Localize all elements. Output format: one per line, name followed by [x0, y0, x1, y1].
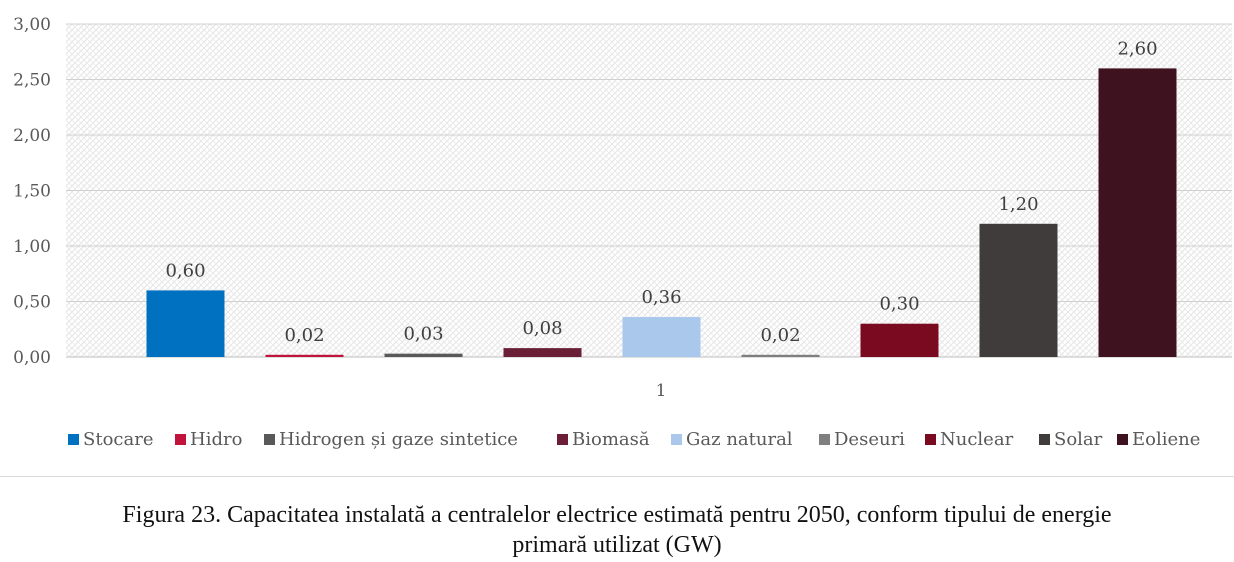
legend-label: Deseuri: [834, 429, 905, 450]
y-tick-label: 3,00: [13, 15, 51, 35]
data-label: 0,60: [165, 260, 205, 281]
legend-label: Hidro: [190, 429, 242, 450]
legend-swatch: [175, 434, 186, 445]
legend-label: Solar: [1054, 429, 1103, 450]
bar-hidro: [265, 354, 344, 357]
bar-nuclear: [860, 323, 939, 357]
bar-stocare: [146, 290, 225, 357]
legend-swatch: [264, 434, 275, 445]
legend-swatch: [671, 434, 682, 445]
bar-biomas-: [503, 348, 582, 357]
y-tick-label: 2,00: [13, 126, 51, 146]
y-tick-label: 1,00: [13, 237, 51, 257]
data-label: 0,36: [641, 287, 681, 308]
legend-swatch: [68, 434, 79, 445]
bar-hidrogen-i-gaze-sintetice: [384, 353, 463, 357]
legend-swatch: [1117, 434, 1128, 445]
caption-line-1: Figura 23. Capacitatea instalată a centr…: [122, 502, 1112, 528]
data-label: 2,60: [1117, 38, 1157, 59]
y-tick-label: 1,50: [13, 182, 51, 202]
legend-swatch: [819, 434, 830, 445]
bar-solar: [979, 223, 1058, 357]
divider: [0, 476, 1234, 477]
figure-caption: Figura 23. Capacitatea instalată a centr…: [0, 500, 1234, 560]
y-tick-label: 0,00: [13, 348, 51, 368]
data-label: 0,08: [522, 318, 562, 339]
y-tick-label: 2,50: [13, 71, 51, 91]
caption-line-2: primară utilizat (GW): [512, 532, 722, 558]
data-label: 0,02: [284, 325, 324, 346]
legend-label: Eoliene: [1132, 429, 1200, 450]
bar-eoliene: [1098, 68, 1177, 358]
bar-gaz-natural: [622, 317, 701, 357]
legend-swatch: [557, 434, 568, 445]
y-tick-label: 0,50: [13, 293, 51, 313]
legend-label: Stocare: [83, 429, 153, 450]
data-label: 1,20: [998, 194, 1038, 215]
bar-chart: 0,00 0,50 1,00 1,50 2,00 2,50 3,00 0,60 0,02 0,0…: [13, 15, 1232, 450]
legend-label: Biomasă: [572, 429, 650, 450]
x-tick-label: 1: [656, 381, 667, 401]
legend-swatch: [1039, 434, 1050, 445]
legend-swatch: [925, 434, 936, 445]
legend-label: Hidrogen și gaze sintetice: [279, 429, 518, 450]
data-label: 0,02: [760, 325, 800, 346]
legend-label: Gaz natural: [686, 429, 793, 450]
bar-deseuri: [741, 354, 820, 357]
data-label: 0,03: [403, 324, 443, 345]
data-label: 0,30: [879, 294, 919, 315]
legend-label: Nuclear: [940, 429, 1014, 450]
